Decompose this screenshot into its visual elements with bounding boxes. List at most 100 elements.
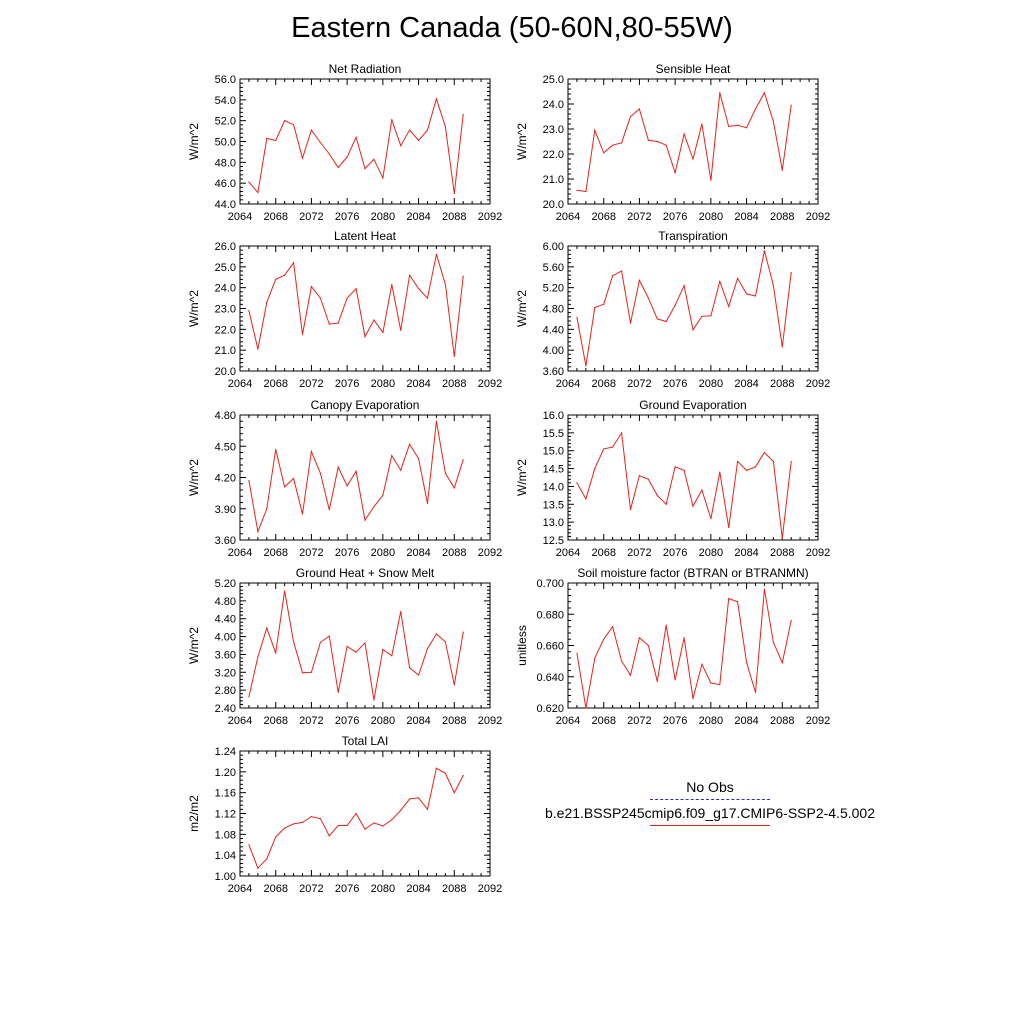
data-point (364, 519, 366, 521)
data-point (453, 792, 455, 794)
x-tick-label: 2092 (478, 378, 502, 390)
legend-obs-swatch (650, 799, 770, 800)
data-point (391, 819, 393, 821)
data-point (257, 191, 259, 194)
x-tick-label: 2088 (442, 715, 466, 727)
data-point (257, 867, 259, 869)
y-axis-label: W/m^2 (187, 123, 201, 160)
legend-model-swatch (650, 825, 770, 826)
data-point (373, 319, 375, 321)
x-tick-label: 2084 (734, 547, 758, 559)
data-point (391, 283, 393, 286)
x-tick-label: 2084 (734, 211, 758, 223)
y-tick-label: 21.0 (543, 174, 564, 186)
data-point (594, 657, 596, 659)
data-point (790, 619, 792, 622)
data-point (638, 108, 641, 110)
legend-obs-label: No Obs (686, 779, 734, 795)
y-tick-label: 6.00 (543, 241, 564, 253)
data-point (444, 772, 446, 774)
y-tick-label: 22.0 (215, 324, 236, 336)
data-point (435, 420, 438, 422)
data-point (638, 637, 641, 639)
y-tick-label: 1.20 (215, 767, 236, 779)
data-point (737, 124, 739, 126)
data-point (284, 590, 286, 592)
data-point (310, 671, 313, 673)
data-point (346, 156, 348, 158)
data-point (301, 333, 304, 336)
data-point (745, 127, 748, 129)
data-point (728, 598, 730, 600)
data-point (790, 104, 792, 106)
data-point (248, 181, 250, 183)
data-point (585, 707, 587, 709)
data-point (373, 506, 375, 508)
chart-title: Net Radiation (329, 62, 402, 76)
plot-frame (239, 750, 491, 877)
y-tick-label: 3.20 (215, 667, 236, 679)
data-point (417, 288, 420, 290)
data-point (656, 140, 658, 143)
data-point (665, 320, 667, 323)
data-point (656, 494, 658, 496)
x-tick-label: 2080 (699, 211, 723, 223)
data-point (417, 674, 420, 676)
y-tick-label: 1.04 (215, 850, 236, 862)
data-point (772, 284, 774, 287)
data-point (754, 295, 757, 297)
data-point (603, 303, 605, 305)
data-point (763, 451, 766, 454)
y-tick-label: 3.60 (215, 535, 236, 547)
data-point (585, 365, 587, 367)
data-point (612, 446, 614, 448)
y-tick-label: 4.80 (215, 410, 236, 422)
data-point (355, 812, 357, 815)
data-point (275, 278, 277, 280)
data-point (346, 824, 348, 827)
y-tick-label: 5.60 (543, 262, 564, 274)
y-tick-label: 3.90 (215, 504, 236, 516)
y-axis-label: W/m^2 (187, 290, 201, 327)
data-point (337, 322, 339, 324)
x-tick-label: 2072 (627, 547, 651, 559)
x-tick-label: 2084 (406, 378, 430, 390)
data-point (763, 250, 766, 252)
x-tick-label: 2084 (406, 715, 430, 727)
data-point (292, 641, 295, 643)
data-point (400, 809, 402, 811)
data-point (400, 610, 402, 613)
x-tick-label: 2088 (442, 378, 466, 390)
x-tick-label: 2068 (591, 715, 615, 727)
data-point (364, 167, 366, 170)
data-point (319, 818, 321, 820)
data-point (292, 124, 295, 126)
data-point (319, 297, 321, 299)
x-tick-label: 2072 (299, 715, 323, 727)
data-point (603, 638, 605, 640)
chart-panel-6: Ground Evaporation W/m^2 2064 2068 2072 2076 2… (515, 398, 830, 559)
data-point (257, 656, 259, 658)
y-tick-label: 15.0 (543, 446, 564, 458)
data-point (576, 652, 578, 654)
x-tick-label: 2076 (663, 715, 687, 727)
chart-panel-4: Transpiration W/m^2 2064 2068 2072 2076 2080 20… (515, 229, 830, 390)
data-point (665, 144, 667, 146)
plot-frame (239, 78, 491, 205)
data-point (763, 92, 766, 94)
data-point (710, 517, 712, 520)
y-tick-label: 4.20 (215, 473, 236, 485)
data-point (284, 120, 286, 122)
data-point (417, 458, 420, 460)
data-point (426, 502, 429, 505)
x-tick-label: 2088 (770, 715, 794, 727)
data-point (629, 115, 632, 118)
data-point (683, 637, 685, 639)
y-tick-label: 3.60 (543, 366, 564, 378)
data-point (346, 645, 348, 647)
data-point (701, 489, 703, 491)
chart-panel-2: Sensible Heat W/m^2 2064 2068 2072 2076 2080 20… (515, 62, 830, 223)
chart-panel-9: Total LAI m2/m2 2064 2068 2072 2076 2080 2084 20… (187, 734, 502, 895)
y-tick-label: 3.60 (215, 649, 236, 661)
chart-title: Ground Evaporation (639, 398, 746, 412)
